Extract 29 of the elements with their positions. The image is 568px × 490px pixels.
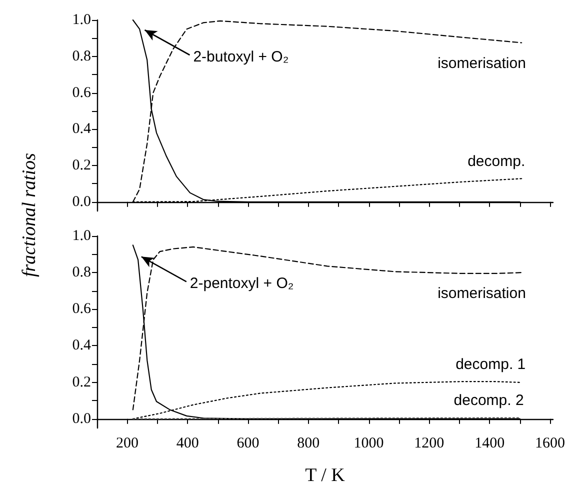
y-tick-label: 0.0	[72, 410, 91, 427]
y-tick-label: 1.0	[72, 12, 91, 28]
y-tick-label: 1.0	[72, 228, 91, 244]
x-tick-label: 1200	[414, 436, 444, 452]
x-tick-label: 1000	[354, 436, 384, 452]
x-axis-title: T / K	[305, 465, 346, 486]
y-tick-label: 0.4	[72, 338, 92, 354]
series-label: decomp. 1	[456, 356, 526, 374]
annotation: 2-butoxyl + O₂	[193, 48, 289, 66]
annotation: 2-pentoxyl + O₂	[190, 275, 294, 292]
y-tick-label: 0.6	[72, 301, 92, 318]
y-tick-label: 0.2	[72, 374, 91, 390]
y-tick-label: 0.2	[72, 158, 91, 174]
x-tick-label: 600	[236, 436, 260, 452]
y-tick-label: 0.8	[72, 264, 91, 281]
x-tick-label: 800	[297, 436, 320, 452]
x-tick-label: 1600	[534, 436, 565, 452]
x-tick-label: 1400	[474, 436, 505, 452]
series-label: isomerisation	[438, 284, 526, 302]
series-label: decomp.	[468, 152, 526, 170]
series-label: decomp. 2	[454, 392, 524, 409]
y-tick-label: 0.4	[72, 121, 92, 138]
y-tick-label: 0.6	[72, 84, 92, 101]
x-tick-label: 400	[176, 436, 199, 452]
series-label: isomerisation	[438, 54, 526, 72]
x-tick-label: 200	[116, 436, 138, 452]
y-axis-title: fractional ratios	[19, 152, 42, 278]
y-tick-label: 0.0	[72, 194, 91, 210]
y-tick-label: 0.8	[72, 48, 91, 64]
